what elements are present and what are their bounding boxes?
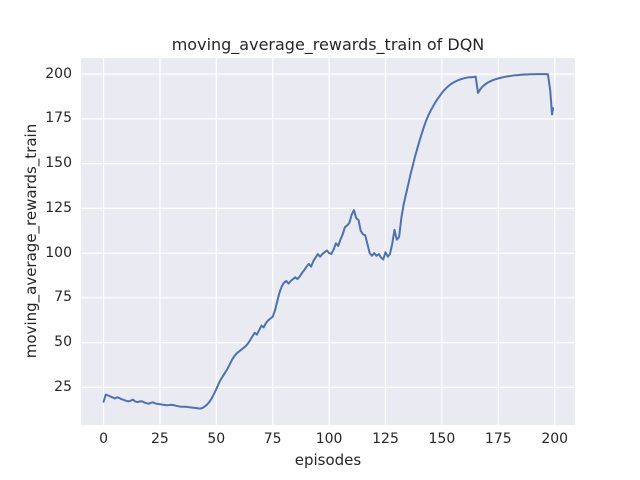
x-tick-label: 25 (150, 431, 169, 447)
y-tick-label: 175 (45, 110, 72, 127)
y-tick-label: 125 (45, 199, 72, 216)
chart-title: moving_average_rewards_train of DQN (171, 35, 485, 54)
y-tick-label: 150 (45, 155, 72, 172)
x-axis-label: episodes (294, 451, 362, 469)
x-tick-label: 150 (428, 431, 456, 447)
x-tick-label: 125 (372, 431, 399, 447)
x-tick-label: 175 (484, 431, 512, 447)
x-tick-label: 75 (263, 431, 282, 447)
data-line-moving_average_rewards_train (102, 73, 555, 410)
y-tick-label: 75 (54, 289, 72, 306)
x-tick-label: 200 (541, 431, 569, 447)
y-tick-label: 25 (54, 378, 72, 395)
x-tick-label: 50 (207, 431, 226, 447)
plot-background (81, 58, 575, 425)
x-tick-label: 100 (315, 431, 343, 447)
y-tick-label: 50 (54, 334, 72, 351)
y-tick-label: 100 (45, 244, 72, 261)
y-tick-label: 200 (45, 65, 72, 82)
x-tick-label: 0 (99, 431, 109, 447)
